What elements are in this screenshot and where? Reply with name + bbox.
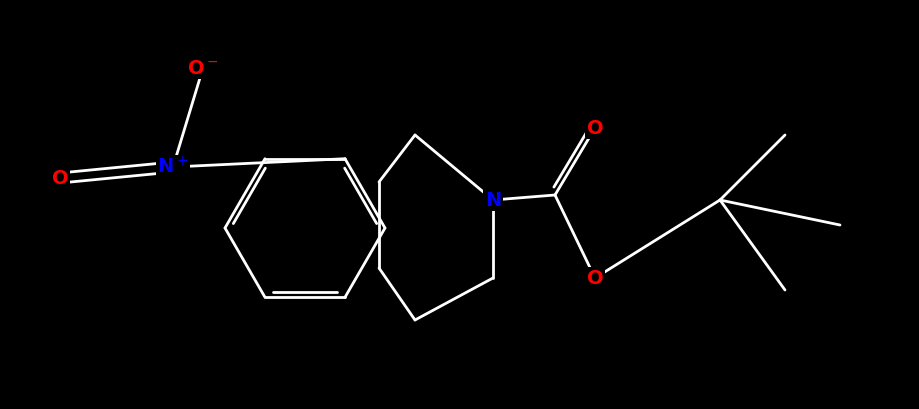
- Text: O: O: [586, 119, 603, 137]
- Text: O$^-$: O$^-$: [187, 58, 219, 77]
- Text: O: O: [51, 169, 68, 187]
- Text: N: N: [485, 191, 501, 209]
- Text: N$^+$: N$^+$: [157, 156, 188, 178]
- Text: O: O: [586, 268, 603, 288]
